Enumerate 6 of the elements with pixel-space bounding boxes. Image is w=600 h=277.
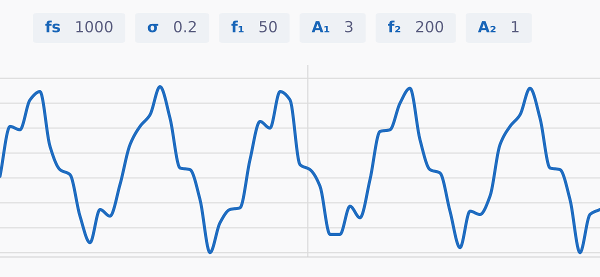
text: f₁ 50	[231, 20, 277, 32]
text: A₂ 1	[478, 21, 519, 32]
text: f₂ 200	[388, 20, 444, 32]
text: σ 0.2	[148, 20, 196, 32]
text: fs 1000	[45, 20, 112, 32]
text: A₁ 3	[312, 20, 352, 32]
